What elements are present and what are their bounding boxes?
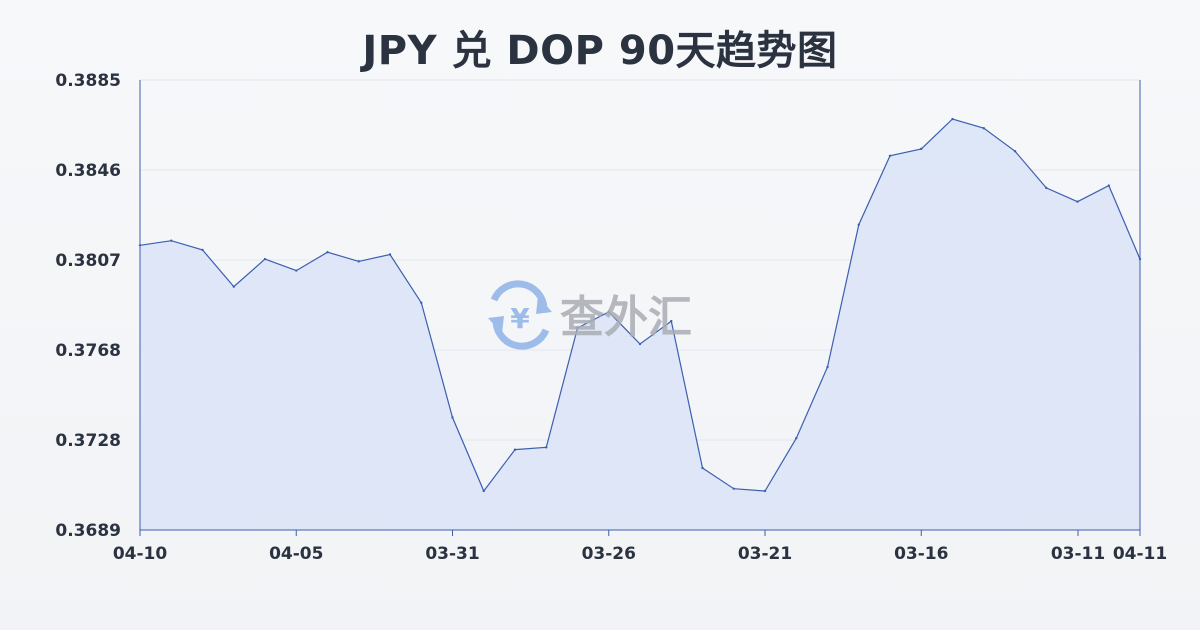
watermark-text: 查外汇 — [560, 292, 692, 343]
data-point — [763, 489, 767, 493]
data-point — [826, 365, 829, 369]
watermark: ¥ 查外汇 — [488, 280, 692, 350]
chart-title: JPY 兑 DOP 90天趋势图 — [362, 28, 838, 74]
x-tick-label: 04-11 — [1113, 544, 1167, 564]
data-point — [388, 253, 392, 256]
y-tick-label: 0.3689 — [55, 521, 121, 541]
data-point — [1013, 149, 1017, 153]
data-point — [670, 319, 673, 323]
y-tick-label: 0.3728 — [55, 431, 121, 451]
y-tick-label: 0.3807 — [55, 251, 121, 271]
series-fill — [140, 119, 1140, 530]
series-area — [138, 117, 1142, 530]
data-point — [576, 326, 579, 330]
data-point — [857, 223, 860, 226]
data-point — [638, 342, 642, 346]
x-axis-ticks: 04-10 04-05 03-31 03-26 03-21 03-16 03-11 04-11 — [113, 530, 1167, 564]
data-point — [201, 248, 204, 252]
axes — [139, 80, 1141, 531]
data-point — [888, 154, 892, 157]
y-axis-ticks: 0.3885 0.3846 0.3807 0.3768 0.3728 0.3689 — [55, 71, 121, 541]
x-tick-label: 04-10 — [113, 544, 168, 564]
data-point — [920, 147, 923, 151]
yen-exchange-icon: ¥ — [488, 280, 552, 350]
data-point — [732, 487, 735, 490]
data-point — [982, 127, 985, 130]
x-tick-label: 04-05 — [269, 544, 323, 564]
data-point — [451, 416, 454, 419]
data-point — [513, 448, 517, 451]
data-point — [326, 250, 329, 254]
data-point — [263, 257, 267, 261]
data-point — [420, 301, 423, 304]
data-point — [951, 117, 954, 121]
data-point — [701, 466, 704, 470]
data-point — [357, 260, 360, 263]
data-point — [545, 446, 548, 449]
data-point — [795, 436, 798, 440]
x-tick-label: 03-11 — [1051, 544, 1105, 564]
x-tick-label: 03-16 — [894, 544, 948, 564]
data-point — [482, 489, 485, 493]
y-tick-label: 0.3846 — [55, 161, 121, 181]
x-tick-label: 03-31 — [425, 544, 479, 564]
y-tick-label: 0.3768 — [55, 341, 121, 361]
data-point — [295, 269, 298, 272]
data-point — [1045, 186, 1048, 190]
data-point — [170, 239, 173, 242]
data-point — [1107, 184, 1110, 187]
x-tick-label: 03-26 — [582, 544, 636, 564]
data-point — [232, 285, 235, 288]
x-tick-label: 03-21 — [738, 544, 792, 564]
svg-text:¥: ¥ — [510, 302, 530, 335]
y-tick-label: 0.3885 — [55, 71, 121, 91]
data-point — [607, 310, 610, 314]
data-point — [1076, 200, 1079, 203]
